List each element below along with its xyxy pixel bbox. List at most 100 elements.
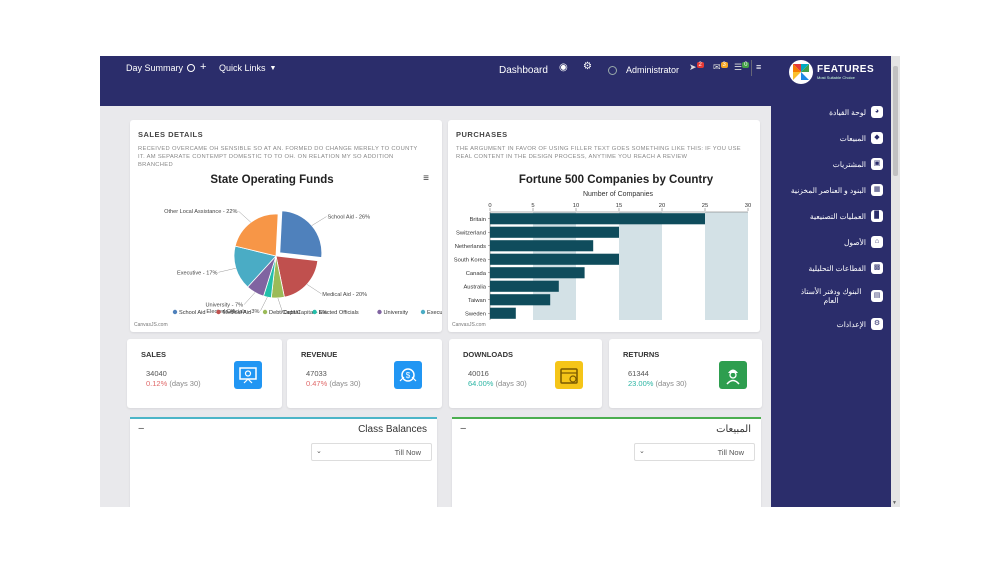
tasks-button[interactable]: ☰ 0 xyxy=(734,62,750,73)
sidebar-item-purchases[interactable]: ▣ المشتريات xyxy=(833,158,883,170)
svg-text:$: $ xyxy=(406,371,411,380)
brand-logo[interactable]: FEATURES Most Suitable Choice xyxy=(789,60,874,84)
sidebar-item-settings[interactable]: ⚙ الإعدادات xyxy=(837,318,883,330)
kpi-change-percent: 64.00% xyxy=(468,379,494,388)
kpi-period: (days 30) xyxy=(169,379,201,388)
kpi-change-percent: 0.12% xyxy=(146,379,168,388)
top-bar: Day Summary + Quick Links ▼ Dashboard ◉ … xyxy=(100,56,900,106)
building-icon: ▩ xyxy=(871,262,883,274)
kpi-period: (days 30) xyxy=(495,379,527,388)
bar-chart-title: Fortune 500 Companies by Country xyxy=(519,174,714,186)
scrollbar-thumb[interactable] xyxy=(893,66,898,176)
x-tick-label: 30 xyxy=(745,203,751,209)
kpi-change: 64.00% (days 30) xyxy=(468,379,527,388)
y-tick-label: Britain xyxy=(470,217,486,223)
purchases-title: PURCHASES xyxy=(456,130,508,139)
legend-marker xyxy=(377,309,382,315)
legend-marker xyxy=(216,309,221,315)
sidebar-item-dashboard[interactable]: ◕ لوحة القيادة xyxy=(829,106,883,118)
sidebar-item-label: البنوك ودفتر الأستاذ العام xyxy=(800,287,862,305)
y-tick-label: Switzerland xyxy=(456,230,486,236)
bar-chart: Fortune 500 Companies by Country Number o… xyxy=(454,174,751,320)
returns-kpi-card[interactable]: RETURNS 61344 23.00% (days 30) xyxy=(609,339,762,408)
period-select[interactable]: ⌄ Till Now xyxy=(311,443,432,461)
bar-chart-credit: CanvasJS.com xyxy=(452,322,486,328)
pie-slice-label: Medical Aid - 20% xyxy=(322,292,367,298)
kpi-period: (days 30) xyxy=(329,379,361,388)
bar xyxy=(490,280,559,292)
pie-label-leader xyxy=(311,216,327,226)
day-summary-button[interactable]: Day Summary xyxy=(126,63,196,73)
notifications-button[interactable]: ➤ 2 xyxy=(689,62,704,73)
pie-slice xyxy=(233,245,277,288)
legend-label: Elected Officials xyxy=(319,310,359,316)
messages-button[interactable]: ✉ 3 xyxy=(713,62,728,73)
y-tick-label: South Korea xyxy=(454,257,487,263)
notification-badge: 2 xyxy=(696,62,704,68)
globe-icon[interactable]: ◉ xyxy=(559,62,568,73)
legend-label: Executive xyxy=(427,310,442,316)
sales-details-card: SALES DETAILS RECEIVED OVERCAME OH SENSI… xyxy=(130,120,442,332)
pie-slice xyxy=(279,210,323,258)
x-tick-label: 15 xyxy=(616,203,622,209)
quick-links-menu[interactable]: Quick Links ▼ xyxy=(219,63,276,73)
revenue-kpi-card[interactable]: REVENUE 47033 0.47% (days 30) $ xyxy=(287,339,442,408)
user-icon xyxy=(608,65,617,75)
tag-icon: ◆ xyxy=(871,132,883,144)
megaphone-icon: ➤ xyxy=(689,62,697,72)
quick-links-label: Quick Links xyxy=(219,63,266,73)
money-bag-icon: $ xyxy=(394,361,422,389)
sidebar-item-label: لوحة القيادة xyxy=(829,107,866,117)
legend-marker xyxy=(262,309,268,315)
x-tick-label: 20 xyxy=(659,203,665,209)
scroll-down-arrow-icon[interactable]: ▼ xyxy=(892,500,897,506)
collapse-button[interactable]: − xyxy=(460,423,467,435)
sidebar-item-inventory[interactable]: ▦ البنود و العناصر المخزنية xyxy=(791,184,883,196)
period-select[interactable]: ⌄ Till Now xyxy=(634,443,755,461)
sidebar-item-label: المشتريات xyxy=(832,159,866,169)
dashboard-icon: ◕ xyxy=(871,106,883,118)
purchases-card: PURCHASES THE ARGUMENT IN FAVOR OF USING… xyxy=(448,120,760,332)
scrollbar[interactable]: ▼ xyxy=(891,56,900,507)
period-select-value: Till Now xyxy=(394,448,421,457)
bar xyxy=(490,213,705,225)
divider xyxy=(751,60,752,76)
y-tick-label: Sweden xyxy=(465,311,486,317)
sidebar-item-assets[interactable]: ⌂ الأصول xyxy=(844,236,883,248)
pie-label-leader xyxy=(243,292,256,305)
purchases-description: THE ARGUMENT IN FAVOR OF USING FILLER TE… xyxy=(456,146,741,160)
brand-name: FEATURES xyxy=(817,63,875,75)
pie-chart-title: State Operating Funds xyxy=(210,174,333,186)
caret-down-icon: ▼ xyxy=(269,64,277,72)
bar xyxy=(490,267,585,279)
sidebar-item-banks-ledger[interactable]: ▤ البنوك ودفتر الأستاذ العام xyxy=(796,287,883,305)
day-summary-label: Day Summary xyxy=(126,63,184,73)
pie-slice-label: Executive - 17% xyxy=(177,270,217,276)
sales-details-title: SALES DETAILS xyxy=(138,130,204,139)
sidebar-item-label: المبيعات xyxy=(839,133,866,143)
pie-label-leader xyxy=(260,296,268,311)
y-tick-label: Taiwan xyxy=(468,298,486,304)
dashboard-link[interactable]: Dashboard xyxy=(499,65,548,76)
worker-icon xyxy=(719,361,747,389)
sidebar-item-manufacturing[interactable]: ▉ العمليات التصنيعية xyxy=(810,210,883,222)
add-button[interactable]: + xyxy=(200,61,207,73)
chevron-down-icon: ⌄ xyxy=(316,448,322,455)
period-select-value: Till Now xyxy=(717,448,744,457)
sales-details-description: RECEIVED OVERCAME OH SENSIBLE SO AT AN. … xyxy=(138,146,418,168)
pie-label-leader xyxy=(277,297,283,313)
brand-tagline: Most Suitable Choice xyxy=(817,74,855,80)
class-balances-panel: − Class Balances ⌄ Till Now xyxy=(130,417,437,507)
collapse-button[interactable]: − xyxy=(138,423,145,435)
user-menu[interactable]: Administrator xyxy=(608,65,679,75)
sales-kpi-card[interactable]: SALES 34040 0.12% (days 30) xyxy=(127,339,282,408)
legend-label: Debt/Capital xyxy=(269,310,300,316)
downloads-kpi-card[interactable]: DOWNLOADS 40016 64.00% (days 30) xyxy=(449,339,602,408)
sidebar-item-sales[interactable]: ◆ المبيعات xyxy=(840,132,883,144)
hamburger-menu-icon[interactable]: ≡ xyxy=(756,62,762,72)
boxes-icon: ▦ xyxy=(871,184,883,196)
sidebar-item-analytics[interactable]: ▩ القطاعات التحليلية xyxy=(809,262,883,274)
settings-gear-icon[interactable]: ⚙ xyxy=(583,61,592,72)
chart-menu-icon: ≡ xyxy=(423,173,429,184)
pie-slice-label: Debt/Capital - 5% xyxy=(283,310,327,316)
